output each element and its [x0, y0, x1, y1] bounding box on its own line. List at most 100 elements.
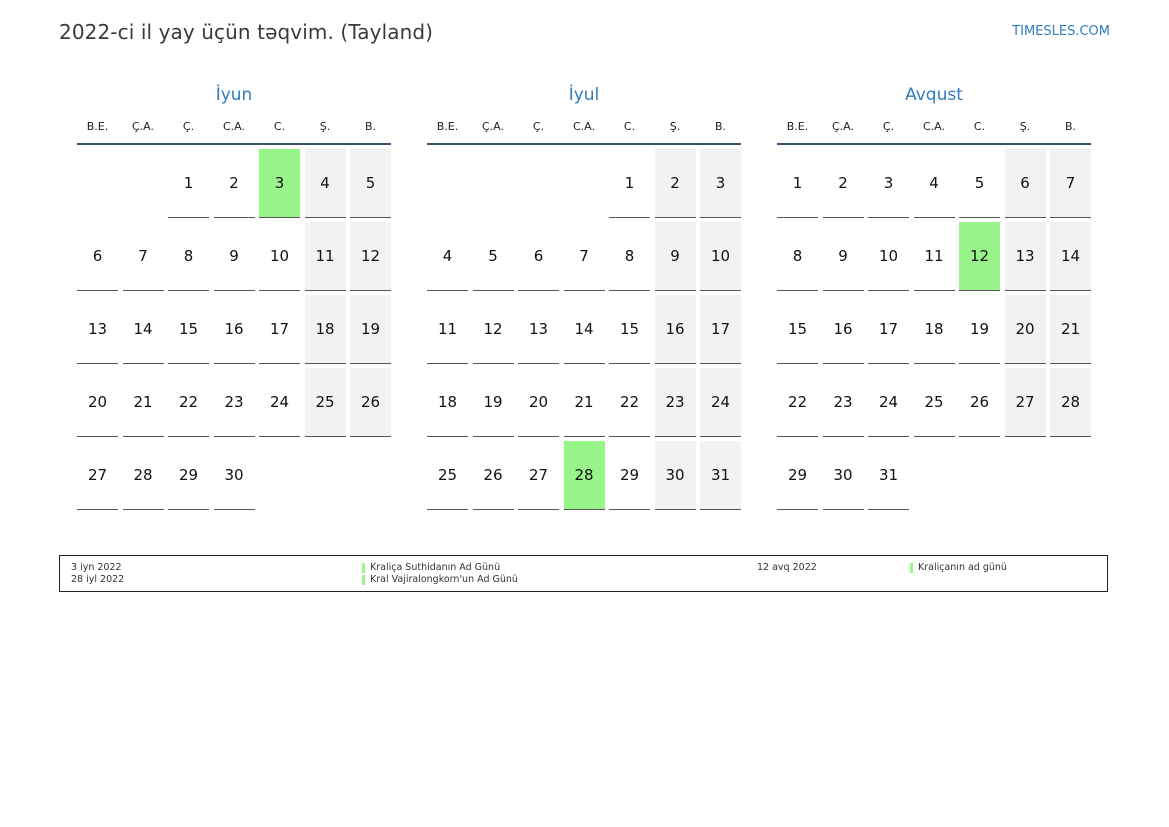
day-cell: 9: [213, 222, 255, 291]
empty-cell: [564, 149, 605, 218]
day-cell: 18: [304, 295, 346, 364]
holiday-legend: 3 iyn 2022 28 iyl 2022 Kraliça Suthidanı…: [59, 555, 1108, 592]
day-cell: 18: [427, 368, 468, 437]
weekday-label: B.: [364, 119, 377, 133]
day-cell: 22: [168, 368, 209, 437]
day-cell: 12: [472, 295, 514, 364]
weekday-label: B.E.: [786, 119, 809, 133]
day-cell: 2: [654, 149, 696, 218]
day-cell: 26: [350, 368, 391, 437]
day-cell: 28: [122, 441, 164, 510]
day-cell: 6: [77, 222, 118, 291]
day-cell: 13: [1004, 222, 1046, 291]
legend-holiday-name: Kraliçanın ad günü: [918, 562, 1007, 573]
day-cell: 22: [609, 368, 650, 437]
day-cell: 20: [1004, 295, 1046, 364]
weekday-label: C.: [973, 119, 986, 133]
weekday-header: B.E. Ç.A. Ç. C.A. C. Ş. B.: [777, 114, 1091, 138]
day-cell: 27: [77, 441, 118, 510]
day-cell: 17: [259, 295, 300, 364]
day-cell: 6: [1004, 149, 1046, 218]
day-cell: 30: [822, 441, 864, 510]
empty-cell: [473, 149, 514, 218]
day-cell: 13: [518, 295, 559, 364]
day-cell: 7: [122, 222, 164, 291]
day-cell: 4: [304, 149, 346, 218]
day-cell: 11: [427, 295, 468, 364]
day-cell: 19: [472, 368, 514, 437]
day-cell: 29: [777, 441, 818, 510]
weekday-label: C.: [623, 119, 636, 133]
legend-date: 12 avq 2022: [757, 562, 817, 573]
weekday-label: B.E.: [86, 119, 109, 133]
day-grid: 1 2 3 4 5 6 7 8 9 10 11 12 13 14 15 16 17 18 19 20 21 22 23 24 2…: [777, 149, 1091, 510]
weekday-label: Ç.A.: [131, 119, 154, 133]
day-cell: 10: [868, 222, 909, 291]
day-cell: 12: [350, 222, 391, 291]
weekday-label: B.: [1064, 119, 1077, 133]
day-cell: 19: [350, 295, 391, 364]
day-cell: 28: [1050, 368, 1091, 437]
day-cell: 23: [822, 368, 864, 437]
day-cell: 27: [1004, 368, 1046, 437]
day-cell: 4: [427, 222, 468, 291]
day-cell: 24: [700, 368, 741, 437]
page-title: 2022-ci il yay üçün təqvim. (Tayland): [59, 20, 434, 44]
day-cell: 21: [122, 368, 164, 437]
weekday-label: C.A.: [572, 119, 595, 133]
day-cell: 29: [168, 441, 209, 510]
day-cell: 5: [472, 222, 514, 291]
day-cell: 15: [168, 295, 209, 364]
day-cell: 29: [609, 441, 650, 510]
day-cell: 7: [563, 222, 605, 291]
day-cell: 3: [868, 149, 909, 218]
day-cell: 25: [427, 441, 468, 510]
day-cell: 13: [77, 295, 118, 364]
day-cell: 1: [168, 149, 209, 218]
day-cell: 14: [1050, 222, 1091, 291]
day-cell: 14: [122, 295, 164, 364]
day-cell: 31: [700, 441, 741, 510]
day-cell: 1: [609, 149, 650, 218]
weekday-label: Ş.: [1019, 119, 1031, 133]
weekday-label: C.: [273, 119, 286, 133]
day-cell: 11: [913, 222, 955, 291]
weekday-label: Ç.: [882, 119, 895, 133]
weekday-label: Ç.A.: [831, 119, 854, 133]
day-cell: 30: [654, 441, 696, 510]
day-cell: 30: [213, 441, 255, 510]
day-cell: 26: [472, 441, 514, 510]
day-cell: 14: [563, 295, 605, 364]
day-grid: 1 2 3 4 5 6 7 8 9 10 11 12 13 14 15 16 17 18 19 20 21 22 23 24 2…: [427, 149, 741, 510]
header-divider: [77, 143, 391, 145]
weekday-label: Ç.A.: [481, 119, 504, 133]
day-cell: 21: [563, 368, 605, 437]
weekday-label: Ç.: [532, 119, 545, 133]
header-divider: [427, 143, 741, 145]
day-cell: 23: [213, 368, 255, 437]
legend-date: 3 iyn 2022: [71, 562, 122, 573]
day-cell: 5: [350, 149, 391, 218]
holiday-color-marker: [362, 563, 365, 573]
month-name: Avqust: [905, 85, 963, 105]
day-cell: 10: [259, 222, 300, 291]
day-cell: 24: [259, 368, 300, 437]
day-cell: 25: [304, 368, 346, 437]
day-cell: 8: [609, 222, 650, 291]
day-cell: 4: [913, 149, 955, 218]
day-cell: 16: [654, 295, 696, 364]
day-cell: 26: [959, 368, 1000, 437]
day-grid: 1 2 3 4 5 6 7 8 9 10 11 12 13 14 15 16 17 18 19 20 21 22 23 24 2…: [77, 149, 391, 510]
day-cell: 2: [822, 149, 864, 218]
weekday-header: B.E. Ç.A. Ç. C.A. C. Ş. B.: [77, 114, 391, 138]
site-link[interactable]: TIMESLES.COM: [1012, 24, 1110, 39]
holiday-day-cell: 12: [959, 222, 1000, 291]
day-cell: 8: [168, 222, 209, 291]
empty-cell: [427, 149, 468, 218]
day-cell: 10: [700, 222, 741, 291]
month-name: İyul: [568, 85, 600, 105]
weekday-label: C.A.: [222, 119, 245, 133]
day-cell: 1: [777, 149, 818, 218]
holiday-day-cell: 28: [563, 441, 605, 510]
